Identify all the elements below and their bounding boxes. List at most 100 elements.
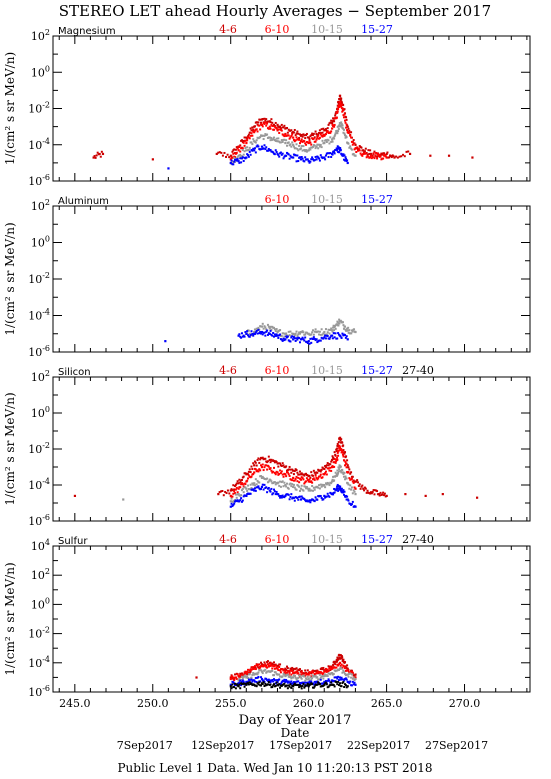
data-point (261, 456, 264, 459)
data-point (340, 123, 343, 126)
data-point (338, 151, 341, 154)
element-label: Sulfur (58, 536, 88, 547)
data-point (267, 127, 270, 130)
data-point (292, 485, 295, 488)
data-point (333, 660, 336, 663)
data-point (307, 489, 310, 492)
data-point (249, 153, 252, 156)
data-point (378, 153, 381, 156)
data-point (331, 458, 334, 461)
y-axis-label: 1/(cm² s sr MeV/n) (3, 52, 17, 165)
data-point (313, 478, 316, 481)
data-point (246, 675, 249, 678)
data-point (242, 682, 245, 685)
data-point (346, 667, 349, 670)
data-point (231, 489, 234, 492)
data-point (350, 332, 353, 335)
data-point (257, 671, 260, 674)
data-point (267, 480, 270, 483)
data-point (323, 680, 326, 683)
data-point (256, 673, 259, 676)
data-point (335, 131, 338, 134)
legend-entry-6-10: 6-10 (265, 533, 290, 546)
data-point (348, 129, 351, 132)
data-point (248, 488, 251, 491)
data-point (341, 109, 345, 112)
data-point (349, 134, 352, 137)
data-point (292, 473, 295, 476)
data-point (335, 681, 338, 684)
data-point (253, 328, 256, 331)
data-point (297, 160, 300, 163)
data-point (352, 139, 355, 142)
data-point (281, 473, 284, 476)
data-point (271, 493, 274, 496)
data-point (289, 681, 292, 684)
data-point (257, 328, 260, 331)
data-point (267, 465, 270, 468)
data-point (326, 679, 329, 682)
data-point (263, 325, 266, 328)
data-point (344, 667, 347, 670)
data-point (261, 333, 264, 336)
data-point (266, 122, 269, 125)
data-point (281, 140, 284, 143)
data-point (310, 158, 313, 161)
data-point (274, 493, 277, 496)
data-point (287, 128, 290, 131)
data-point (285, 144, 288, 147)
data-point (337, 151, 340, 154)
data-point (341, 154, 345, 157)
data-point (324, 466, 327, 469)
data-point (321, 135, 324, 138)
data-point (234, 682, 237, 685)
data-point (249, 334, 252, 337)
data-point (249, 134, 252, 137)
data-point (241, 156, 244, 159)
data-point (289, 468, 292, 471)
data-point (288, 137, 291, 140)
data-point (373, 493, 376, 496)
data-point (274, 663, 277, 666)
data-point (318, 678, 321, 681)
data-point (344, 475, 347, 478)
data-point (339, 94, 342, 97)
data-point (331, 122, 334, 125)
data-point (327, 467, 330, 470)
data-point (273, 665, 276, 668)
data-point (318, 484, 321, 487)
data-point (307, 136, 310, 139)
data-point (274, 334, 277, 337)
data-point (311, 145, 314, 148)
data-point (268, 489, 271, 492)
data-point (251, 482, 254, 485)
data-point (231, 495, 234, 498)
data-point (237, 149, 240, 152)
data-point (269, 683, 272, 686)
data-point (324, 673, 327, 676)
data-point (241, 483, 244, 486)
data-point (295, 488, 298, 491)
data-point (240, 497, 243, 500)
data-point (333, 676, 336, 679)
data-point (286, 681, 289, 684)
data-point (299, 147, 303, 150)
data-point (338, 98, 341, 101)
data-point (339, 98, 342, 101)
data-point (266, 133, 269, 136)
legend-entry-10-15: 10-15 (311, 533, 343, 546)
data-point (336, 656, 339, 659)
data-point (344, 677, 347, 680)
data-point (254, 668, 257, 671)
series-15-27 (229, 483, 357, 508)
data-point (215, 152, 218, 156)
data-point (324, 333, 327, 336)
data-point (343, 686, 346, 689)
data-point (292, 145, 295, 148)
data-point (96, 151, 99, 154)
data-point (351, 143, 354, 146)
data-point (272, 331, 275, 334)
data-point (297, 683, 300, 686)
data-point (314, 130, 317, 133)
data-point (273, 136, 276, 139)
